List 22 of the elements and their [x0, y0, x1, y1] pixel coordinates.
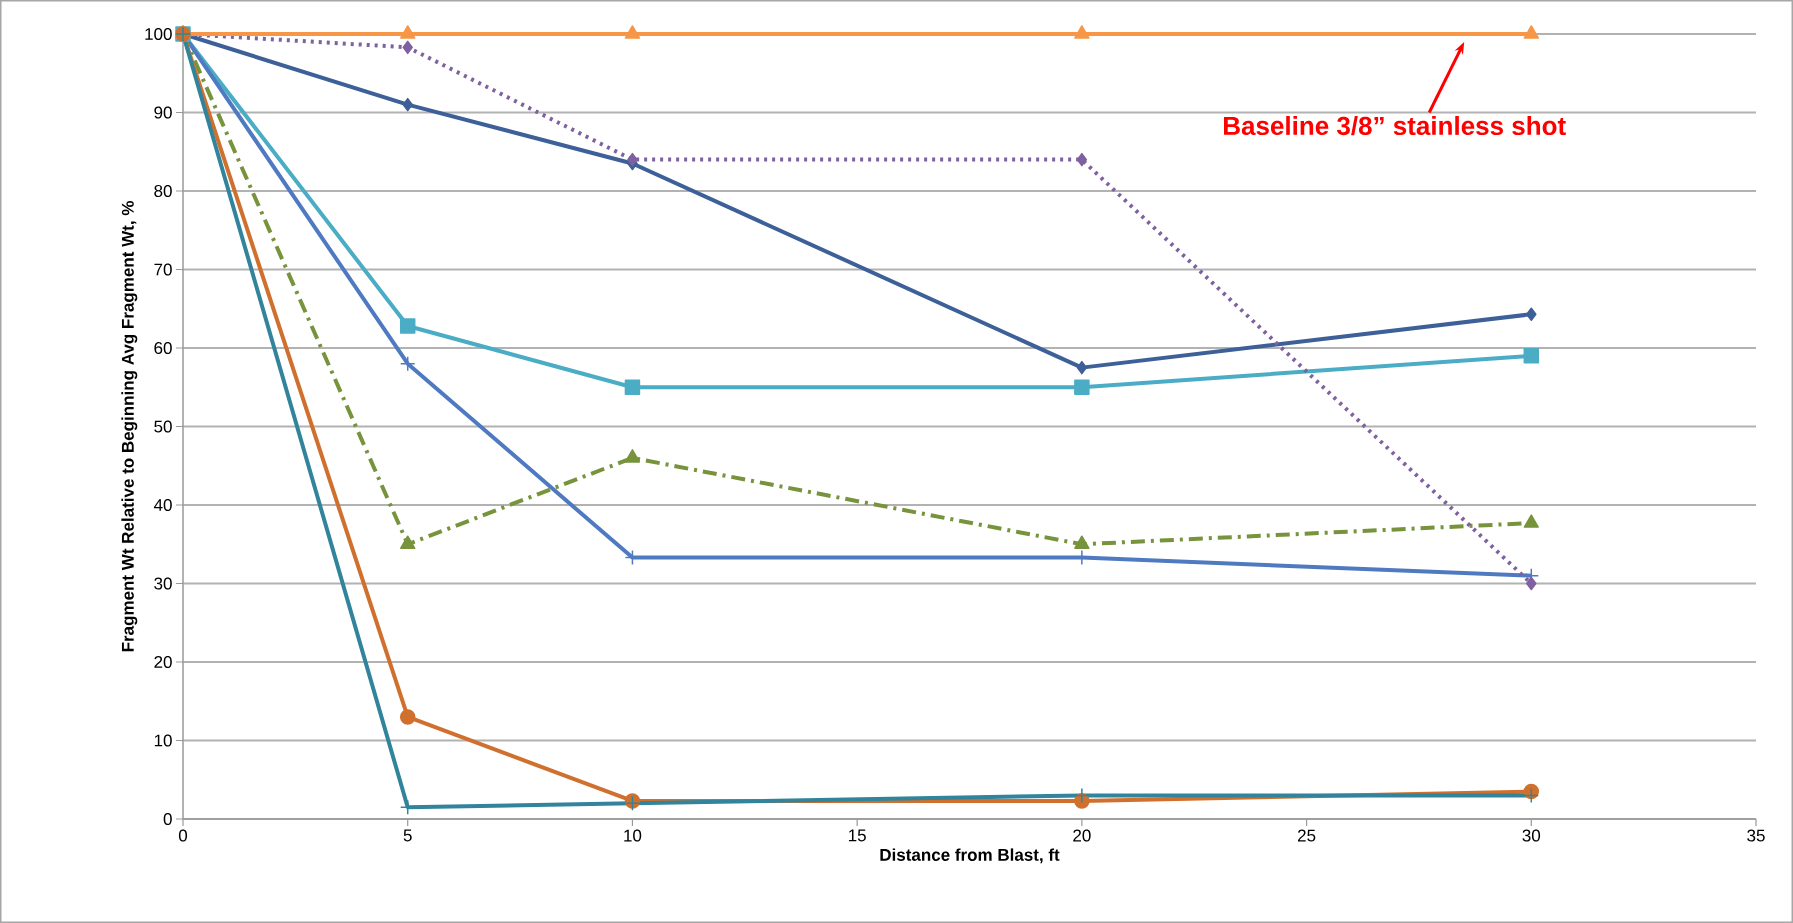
x-tick-label: 15 — [848, 829, 866, 842]
y-tick-label: 70 — [154, 263, 172, 276]
x-tick-label: 20 — [1073, 829, 1091, 842]
y-tick-label: 90 — [154, 106, 172, 119]
x-axis-title: Distance from Blast, ft — [880, 848, 1060, 864]
x-tick-label: 10 — [624, 829, 642, 842]
y-tick-label: 80 — [154, 184, 172, 198]
y-tick-label: 40 — [153, 498, 172, 512]
y-tick-label: 0 — [163, 812, 172, 826]
x-tick-label: 25 — [1297, 829, 1316, 842]
x-tick-label: 35 — [1747, 829, 1765, 842]
x-tick-label: 0 — [178, 829, 188, 842]
y-tick-label: 100 — [145, 27, 172, 41]
y-tick-label: 20 — [154, 655, 172, 669]
x-tick-label: 5 — [403, 829, 412, 842]
y-tick-label: 10 — [154, 734, 172, 747]
y-axis-title: Fragment Wt Relative to Beginning Avg Fragment Wt, % — [121, 201, 138, 652]
y-tick-label: 50 — [154, 420, 172, 433]
y-tick-label: 30 — [154, 577, 172, 590]
x-tick-label: 30 — [1522, 829, 1541, 842]
annotation: Baseline 3/8” stainless shot — [1223, 116, 1566, 136]
y-tick-label: 60 — [154, 341, 172, 355]
